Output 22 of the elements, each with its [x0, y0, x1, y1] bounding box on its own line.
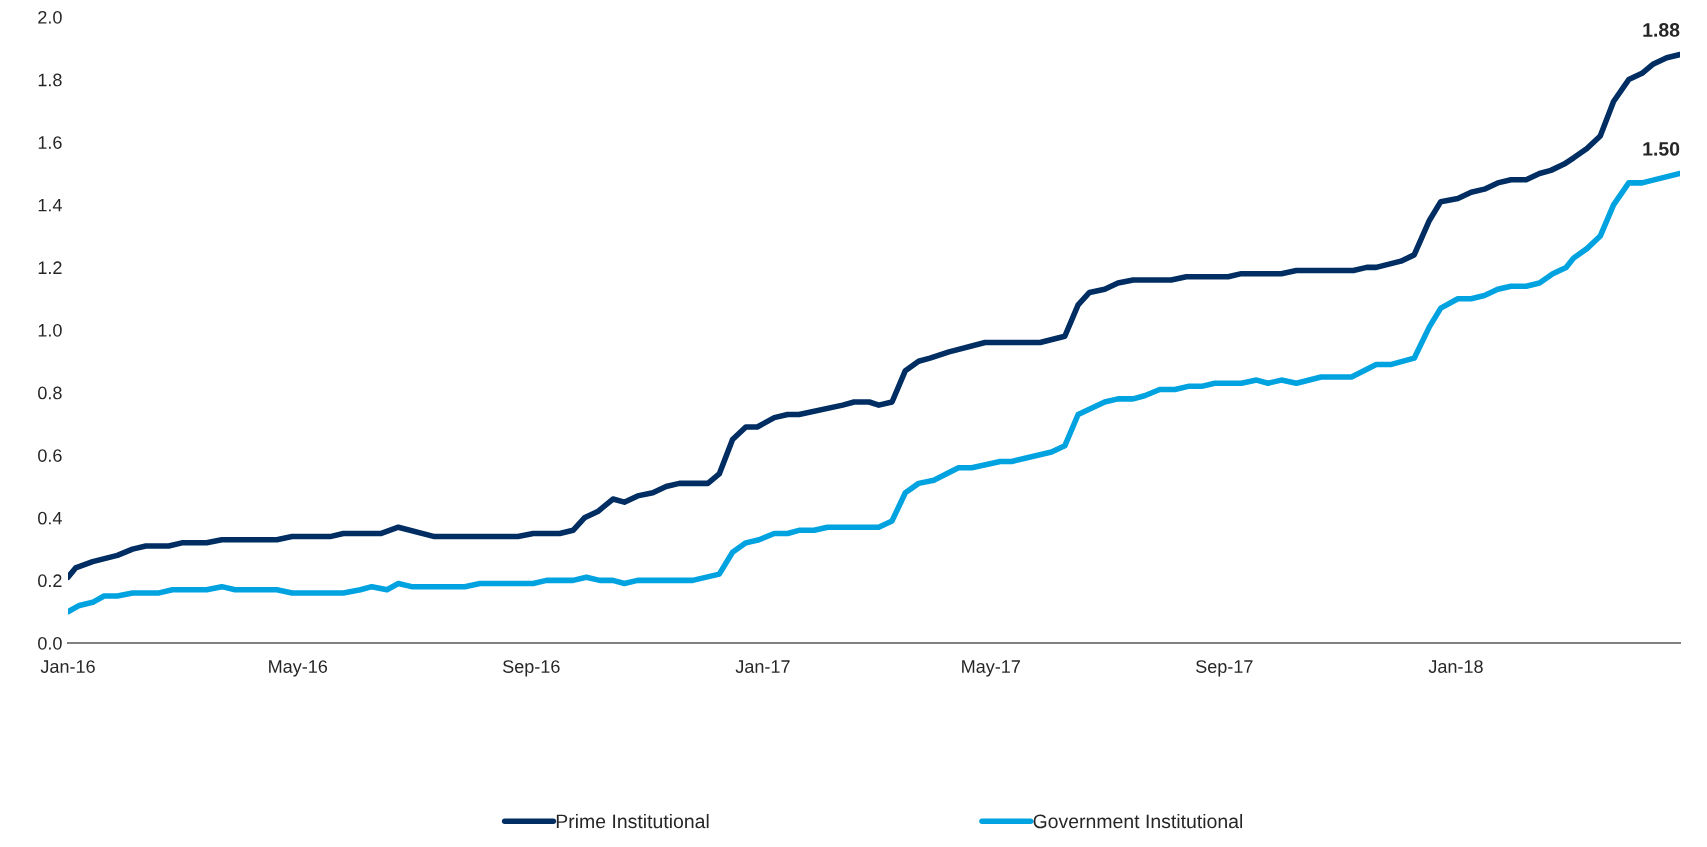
y-tick-label: 0.8: [38, 386, 62, 400]
annotation: 1.50: [1643, 142, 1680, 156]
x-tick-label: Jan-18: [1428, 660, 1483, 673]
x-tick-label: May-16: [269, 660, 328, 677]
x-tick-label: Sep-17: [1196, 660, 1253, 677]
annotation: 1.88: [1643, 23, 1680, 37]
y-tick-label: 1.8: [38, 73, 62, 87]
y-tick-label: 2.0: [38, 10, 62, 24]
legend-label: Prime Institutional: [556, 813, 709, 829]
y-tick-label: 1.4: [38, 198, 62, 212]
y-tick-label: 0.6: [38, 449, 62, 462]
y-tick-label: 1.0: [38, 323, 62, 337]
y-tick-label: 0.4: [38, 511, 62, 525]
x-tick-label: May-17: [962, 660, 1020, 677]
y-tick-label: 1.6: [38, 136, 62, 149]
x-tick-label: Jan-17: [735, 660, 790, 673]
y-tick-label: 0.2: [38, 574, 62, 588]
y-tick-label: 0.0: [38, 636, 62, 650]
x-tick-label: Jan-16: [40, 660, 95, 673]
y-tick-label: 1.2: [38, 261, 62, 274]
legend-label: Government Institutional: [1033, 813, 1243, 829]
x-tick-label: Sep-16: [503, 660, 560, 677]
